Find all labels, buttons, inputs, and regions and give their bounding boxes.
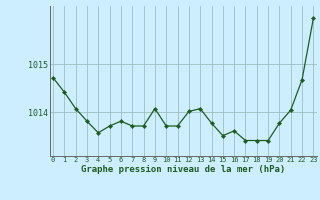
X-axis label: Graphe pression niveau de la mer (hPa): Graphe pression niveau de la mer (hPa) [81, 165, 285, 174]
